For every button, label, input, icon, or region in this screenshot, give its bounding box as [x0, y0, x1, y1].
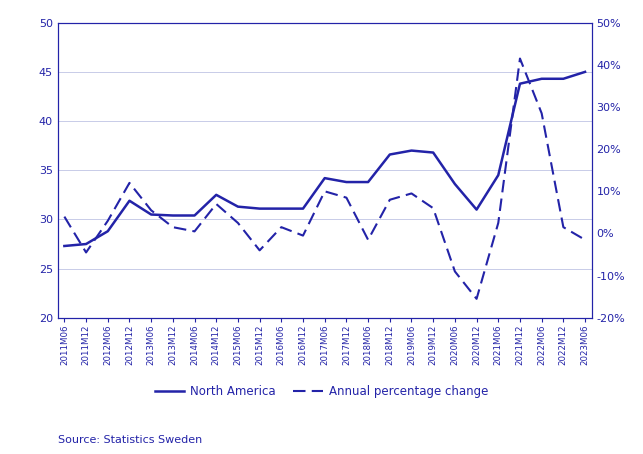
- North America: [60, 243, 68, 249]
- North America: [234, 204, 242, 209]
- Annual percentage change: [125, 180, 133, 186]
- North America: [408, 148, 415, 153]
- North America: [581, 69, 589, 74]
- Annual percentage change: [516, 56, 524, 61]
- North America: [169, 213, 177, 218]
- Annual percentage change: [408, 191, 415, 196]
- Annual percentage change: [581, 237, 589, 242]
- North America: [364, 179, 372, 185]
- Annual percentage change: [559, 224, 567, 230]
- Annual percentage change: [147, 207, 155, 213]
- Annual percentage change: [256, 247, 264, 253]
- Annual percentage change: [278, 224, 285, 230]
- North America: [125, 198, 133, 203]
- Line: North America: North America: [64, 72, 585, 246]
- North America: [430, 150, 437, 155]
- Annual percentage change: [343, 195, 350, 200]
- North America: [104, 228, 112, 234]
- North America: [559, 76, 567, 82]
- Annual percentage change: [451, 269, 458, 274]
- North America: [321, 175, 329, 181]
- Annual percentage change: [82, 250, 90, 255]
- Annual percentage change: [234, 220, 242, 226]
- Annual percentage change: [538, 111, 545, 116]
- North America: [473, 207, 480, 212]
- North America: [299, 206, 307, 211]
- North America: [256, 206, 264, 211]
- Line: Annual percentage change: Annual percentage change: [64, 59, 585, 299]
- North America: [386, 152, 394, 157]
- Annual percentage change: [473, 296, 480, 301]
- North America: [82, 241, 90, 247]
- Legend: North America, Annual percentage change: North America, Annual percentage change: [150, 380, 493, 403]
- North America: [212, 192, 220, 197]
- Annual percentage change: [321, 188, 329, 194]
- North America: [451, 181, 458, 187]
- Annual percentage change: [386, 197, 394, 202]
- North America: [278, 206, 285, 211]
- Annual percentage change: [212, 201, 220, 207]
- North America: [516, 81, 524, 86]
- Text: Source: Statistics Sweden: Source: Statistics Sweden: [58, 435, 202, 445]
- North America: [191, 213, 199, 218]
- Annual percentage change: [169, 224, 177, 230]
- Annual percentage change: [191, 229, 199, 234]
- North America: [343, 179, 350, 185]
- Annual percentage change: [60, 214, 68, 219]
- Annual percentage change: [430, 206, 437, 211]
- Annual percentage change: [494, 220, 502, 226]
- Annual percentage change: [299, 233, 307, 238]
- North America: [494, 173, 502, 178]
- Annual percentage change: [104, 218, 112, 223]
- North America: [538, 76, 545, 82]
- Annual percentage change: [364, 237, 372, 242]
- North America: [147, 212, 155, 217]
